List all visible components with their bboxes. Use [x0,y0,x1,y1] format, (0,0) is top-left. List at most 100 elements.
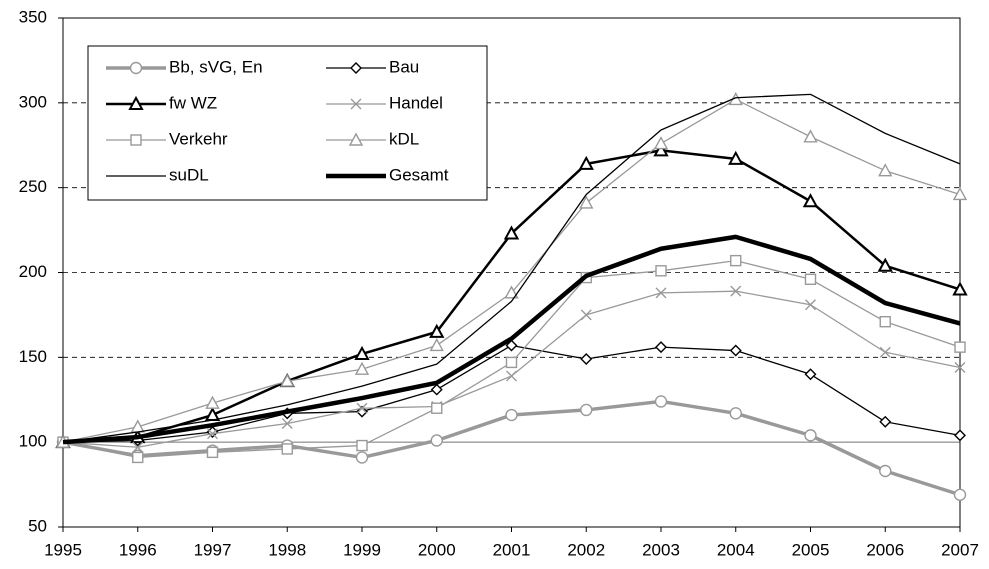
y-tick-label: 150 [19,347,47,366]
marker [804,368,817,381]
marker [354,345,370,360]
x-tick-label: 2003 [642,540,680,559]
marker [280,373,295,387]
marker [803,129,818,143]
marker [804,273,817,285]
marker [879,415,892,428]
marker [804,429,817,442]
marker [350,98,362,110]
x-tick-label: 1998 [268,540,306,559]
marker [206,446,219,459]
marker [879,464,892,478]
x-tick-label: 2005 [792,540,830,559]
marker [207,428,218,440]
x-tick-label: 2001 [493,540,531,559]
y-tick-label: 100 [19,432,47,451]
marker [805,299,816,311]
x-tick-label: 2006 [866,540,904,559]
marker [954,362,966,374]
marker [429,337,444,352]
marker [503,225,520,240]
marker [356,402,368,414]
marker [729,407,742,420]
marker [729,344,742,357]
marker [354,361,370,375]
marker [655,265,667,277]
y-tick-label: 50 [28,516,47,535]
legend-label: kDL [389,129,419,148]
marker [348,132,364,146]
marker [952,186,968,201]
y-tick-label: 350 [19,7,47,26]
marker [281,418,293,429]
marker [728,150,744,165]
x-tick-label: 2004 [717,540,755,559]
marker [129,61,143,75]
marker [878,163,893,177]
marker [128,95,144,110]
marker [355,451,369,464]
legend-label: fw WZ [169,93,217,112]
y-tick-label: 200 [19,262,47,281]
marker [429,323,445,338]
marker [580,309,592,321]
x-tick-label: 2000 [418,540,456,559]
marker [580,353,593,366]
marker [505,339,518,352]
marker [879,346,891,358]
marker [204,406,221,422]
series-line [62,290,961,448]
marker [132,441,144,453]
legend-label: Bb, sVG, En [169,57,263,76]
marker [655,287,667,299]
marker [579,195,594,209]
x-tick-label: 1995 [44,540,82,559]
legend-label: Gesamt [389,165,449,184]
legend-label: suDL [169,165,209,184]
marker [730,285,742,297]
marker [356,439,368,452]
marker [877,257,893,272]
legend-box [87,45,488,201]
x-tick-label: 1997 [194,540,232,559]
marker [879,316,891,328]
marker [504,285,519,299]
marker [653,142,669,157]
x-tick-label: 1999 [343,540,381,559]
marker [130,134,142,146]
marker [653,136,669,150]
marker [505,408,518,422]
x-tick-label: 2007 [941,540,979,559]
marker [281,443,293,455]
marker [130,419,145,433]
y-tick-label: 250 [19,177,47,196]
series-line [62,93,961,443]
x-tick-label: 2002 [567,540,605,559]
legend: Bb, sVG, En Bau fw WZ Handel Verkehr kDL suDL G… [87,45,488,201]
x-tick-label: 1996 [119,540,157,559]
marker [654,395,668,408]
legend-label: Handel [389,93,443,112]
marker [431,402,443,414]
marker [953,488,967,501]
marker [505,356,518,369]
marker [954,341,966,353]
marker [580,403,593,417]
marker [655,341,667,354]
legend-label: Verkehr [169,129,228,148]
marker [506,370,517,382]
marker [802,193,819,208]
marker [430,383,443,396]
series-line [62,234,961,445]
marker [206,425,219,438]
marker [954,429,966,442]
legend-label: Bau [389,57,419,76]
marker [430,434,443,447]
marker [578,155,594,170]
y-tick-label: 300 [19,92,47,111]
marker [132,451,144,464]
marker [952,281,968,296]
marker [205,395,220,409]
marker [350,62,362,74]
